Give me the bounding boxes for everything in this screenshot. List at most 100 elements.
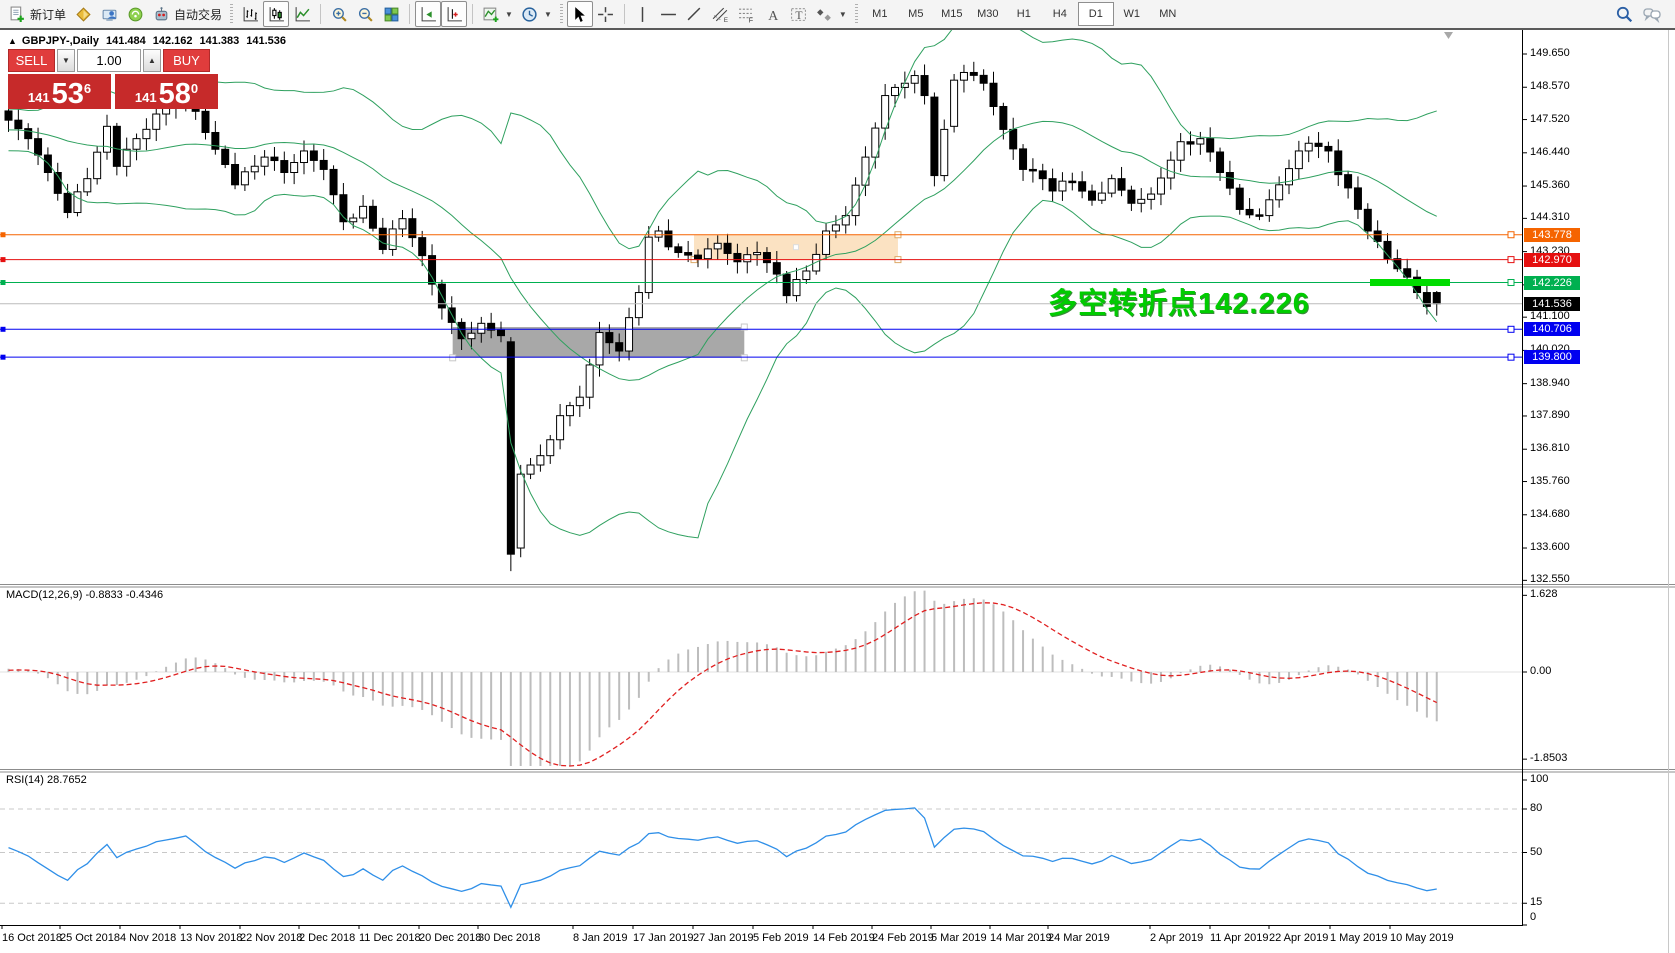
- price-badge-143.778: 143.778: [1524, 227, 1580, 242]
- oneclick-panel-toggle[interactable]: ▲: [8, 36, 17, 46]
- new-order-button[interactable]: 新订单: [4, 1, 70, 27]
- date-tick-label: 11 Apr 2019: [1210, 932, 1269, 944]
- price-tick-label: 149.650: [1530, 47, 1570, 59]
- price-tick-label: 141.100: [1530, 310, 1570, 323]
- periods-button[interactable]: ▼: [517, 1, 556, 27]
- volume-input[interactable]: 1.00: [77, 49, 141, 72]
- buy-price-display[interactable]: 141 58 0: [115, 74, 218, 109]
- search-icon[interactable]: [1615, 5, 1633, 23]
- price-badge-140.706: 140.706: [1524, 322, 1580, 337]
- horizontal-levels[interactable]: [0, 231, 1522, 361]
- timeframe-m5-button[interactable]: M5: [908, 8, 924, 20]
- chart-text-annotation[interactable]: 多空转折点142.226: [1048, 288, 1310, 320]
- rsi-indicator: [0, 807, 1522, 909]
- volume-increase-button[interactable]: ▲: [143, 49, 161, 72]
- date-tick-label: 1 May 2019: [1330, 932, 1388, 944]
- indicators-button[interactable]: ▼: [478, 1, 517, 27]
- mql5-community-button[interactable]: [96, 1, 122, 27]
- horizontal-line-tool-button[interactable]: [656, 1, 682, 27]
- gray-zone-rectangle-handle[interactable]: [740, 354, 748, 362]
- zoom-out-button[interactable]: [352, 1, 378, 27]
- macd-tick-label: 1.628: [1530, 588, 1558, 601]
- autotrading-label: 自动交易: [174, 7, 223, 22]
- macd-label: MACD(12,26,9) -0.8833 -0.4346: [6, 589, 164, 601]
- buy-price-pip: 0: [190, 81, 199, 96]
- buy-button[interactable]: BUY: [163, 49, 210, 72]
- symbol-ohlc-header: ▲ GBPJPY-,Daily 141.484 142.162 141.383 141.5…: [8, 35, 286, 47]
- chart-shift-marker[interactable]: [1444, 32, 1453, 39]
- date-tick-label: 11 Dec 2018: [359, 932, 421, 944]
- svg-text:A: A: [769, 7, 779, 22]
- arrows-tool-button[interactable]: ▼: [812, 1, 851, 27]
- indicators-dropdown-arrow[interactable]: ▼: [505, 9, 513, 19]
- tile-windows-icon: [382, 5, 400, 23]
- timeframe-h1-button[interactable]: H1: [1016, 8, 1031, 20]
- date-tick-label: 2 Apr 2019: [1150, 932, 1204, 944]
- price-tick-label: 144.310: [1530, 211, 1570, 224]
- periods-dropdown-arrow[interactable]: ▼: [543, 9, 552, 19]
- green-pivot-segment[interactable]: [1370, 279, 1450, 287]
- timeframe-h4-button[interactable]: H4: [1052, 8, 1067, 20]
- arrows-dropdown-arrow[interactable]: ▼: [838, 9, 847, 19]
- timeframe-mn-button[interactable]: MN: [1159, 8, 1177, 20]
- price-badge-142.970: 142.970: [1524, 252, 1580, 267]
- price-tick-label: 137.890: [1530, 408, 1570, 421]
- price-tick-label: 146.440: [1530, 145, 1570, 158]
- line-chart-button[interactable]: [289, 1, 315, 27]
- symbol-period-label: GBPJPY-,Daily: [21, 35, 99, 47]
- price-tick-label: 136.810: [1530, 442, 1570, 455]
- timeframe-m1-button[interactable]: M1: [872, 8, 888, 20]
- gray-zone-rectangle-handle[interactable]: [740, 323, 748, 331]
- zoom-in-button[interactable]: [326, 1, 352, 27]
- date-tick-label: 10 May 2019: [1390, 932, 1454, 944]
- text-label-tool-button[interactable]: T: [786, 1, 812, 27]
- chart-shift-button[interactable]: [441, 1, 468, 27]
- auto-scroll-button[interactable]: [415, 1, 442, 27]
- candlestick-chart-button[interactable]: [263, 1, 290, 27]
- text-tool-button[interactable]: A: [760, 1, 786, 27]
- price-badge-142.226: 142.226: [1524, 275, 1580, 290]
- macd-indicator: [0, 590, 1522, 767]
- fibonacci-tool-button[interactable]: F: [734, 1, 760, 27]
- volume-decrease-button[interactable]: ▼: [57, 49, 75, 72]
- orange-zone-rectangle-center-handle[interactable]: [792, 244, 799, 251]
- chart-shift-icon: [445, 5, 463, 23]
- toolbar-divider: [0, 28, 1675, 30]
- mql5-community-icon: [100, 5, 118, 23]
- timeframe-d1-button[interactable]: D1: [1077, 2, 1114, 26]
- arrows-icon: [816, 5, 834, 23]
- metaeditor-button[interactable]: [70, 1, 96, 27]
- crosshair-tool-button[interactable]: [593, 1, 619, 27]
- vertical-line-tool-button[interactable]: [630, 1, 656, 27]
- date-tick-label: 20 Dec 2018: [419, 932, 482, 944]
- zoom-out-icon: [356, 5, 374, 23]
- timeframe-w1-button[interactable]: W1: [1123, 8, 1141, 20]
- bar-chart-button[interactable]: [237, 1, 263, 27]
- tile-windows-button[interactable]: [378, 1, 404, 27]
- price-tick-label: 132.550: [1530, 573, 1570, 586]
- new-order-icon: [8, 5, 26, 23]
- svg-text:T: T: [796, 8, 803, 21]
- metaeditor-icon: [74, 5, 92, 23]
- sell-price-display[interactable]: 141 53 6: [8, 74, 111, 109]
- cursor-tool-button[interactable]: [566, 1, 593, 27]
- signals-button[interactable]: [122, 1, 148, 27]
- date-tick-label: 24 Feb 2019: [872, 932, 934, 944]
- channel-tool-button[interactable]: E: [708, 1, 734, 27]
- date-tick-label: 25 Oct 2018: [60, 932, 120, 944]
- gray-zone-rectangle-handle[interactable]: [449, 354, 457, 362]
- date-tick-label: 24 Mar 2019: [1048, 932, 1110, 944]
- timeframe-m30-button[interactable]: M30: [977, 8, 999, 20]
- rsi-tick-label: 15: [1530, 896, 1543, 909]
- timeframe-m15-button[interactable]: M15: [941, 8, 963, 20]
- macd-tick-label: 0.00: [1530, 665, 1552, 677]
- sell-button[interactable]: SELL: [8, 49, 55, 72]
- price-tick-label: 148.570: [1530, 80, 1570, 93]
- trendline-tool-button[interactable]: [682, 1, 708, 27]
- chat-icon[interactable]: [1643, 5, 1661, 23]
- signals-icon: [126, 5, 144, 23]
- autotrading-button[interactable]: 自动交易: [148, 1, 226, 27]
- vertical-line-icon: [634, 5, 652, 23]
- date-tick-label: 13 Nov 2018: [180, 932, 243, 944]
